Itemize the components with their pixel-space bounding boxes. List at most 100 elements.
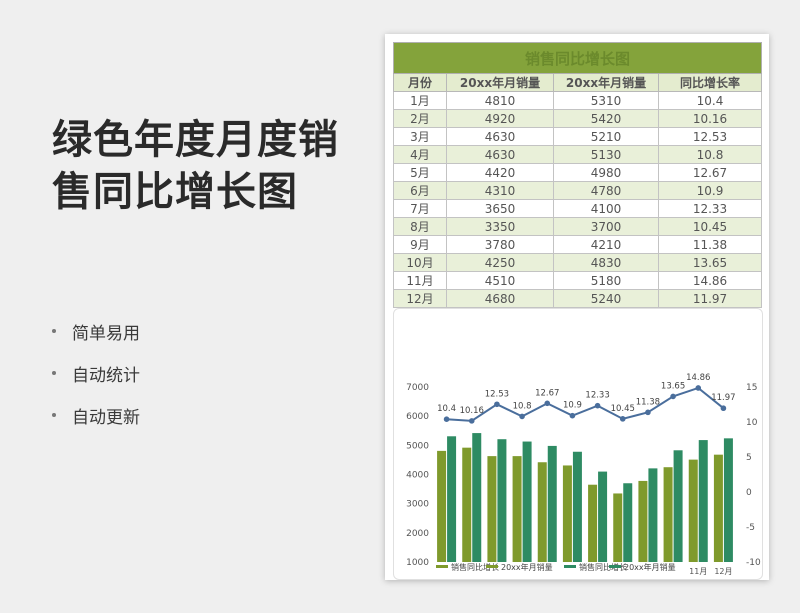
bar-sales-curr [472, 433, 482, 562]
bar-sales-curr [598, 471, 608, 562]
y-right-tick-label: -5 [746, 523, 755, 533]
bullet-dot-icon [52, 371, 56, 375]
bullet-dot-icon [52, 329, 56, 333]
legend-label: 20xx年月销量 [501, 562, 553, 572]
cell-sales-curr: 5130 [553, 145, 659, 164]
legend-label: 销售同比增长 [451, 562, 499, 572]
bar-sales-prev [437, 450, 447, 562]
table-row: 9月 3780 4210 11.38 [393, 235, 762, 254]
growth-rate-data-label: 10.4 [437, 404, 456, 414]
growth-rate-point [720, 405, 727, 412]
cell-sales-prev: 4250 [446, 253, 554, 272]
y-left-tick-label: 6000 [406, 412, 429, 422]
cell-month: 10月 [393, 253, 447, 272]
cell-month: 2月 [393, 109, 447, 128]
cell-growth-rate: 11.38 [658, 235, 762, 254]
table-row: 11月 4510 5180 14.86 [393, 271, 762, 290]
legend-label: 销售同比增长 [579, 562, 627, 572]
cell-sales-prev: 4310 [446, 181, 554, 200]
y-left-tick-label: 7000 [406, 383, 429, 393]
legend-swatch [609, 565, 621, 568]
cell-growth-rate: 10.45 [658, 217, 762, 236]
cell-sales-prev: 4920 [446, 109, 554, 128]
table-row: 4月 4630 5130 10.8 [393, 145, 762, 164]
chart-container: 1000 2000 3000 4000 5000 6000 7000 -10 -5 0 5 10 15 1… [393, 308, 763, 580]
bar-sales-curr [447, 436, 457, 562]
table-row: 7月 3650 4100 12.33 [393, 199, 762, 218]
cell-sales-prev: 4680 [446, 289, 554, 308]
cell-sales-curr: 4210 [553, 235, 659, 254]
sales-table: 销售同比增长图 月份 20xx年月销量 20xx年月销量 同比增长率 1月 481… [393, 42, 762, 308]
cell-growth-rate: 10.9 [658, 181, 762, 200]
table-row: 12月 4680 5240 11.97 [393, 289, 762, 308]
cell-growth-rate: 13.65 [658, 253, 762, 272]
column-header-month: 月份 [393, 73, 447, 92]
y-left-tick-label: 2000 [406, 529, 429, 539]
growth-rate-point [544, 400, 551, 407]
bar-sales-prev [713, 454, 723, 562]
cell-sales-prev: 3780 [446, 235, 554, 254]
cell-sales-curr: 5420 [553, 109, 659, 128]
bar-sales-curr [547, 445, 557, 562]
cell-month: 5月 [393, 163, 447, 182]
growth-rate-point [468, 418, 475, 424]
page-title-line-2: 售同比增长图 [52, 169, 298, 215]
cell-sales-curr: 5180 [553, 271, 659, 290]
growth-rate-data-label: 11.38 [636, 397, 660, 407]
cell-sales-curr: 3700 [553, 217, 659, 236]
cell-month: 9月 [393, 235, 447, 254]
y-right-tick-label: 10 [746, 418, 758, 428]
y-right-tick-label: 15 [746, 383, 757, 393]
cell-growth-rate: 11.97 [658, 289, 762, 308]
column-header-sales-curr: 20xx年月销量 [553, 73, 659, 92]
combo-chart: 1000 2000 3000 4000 5000 6000 7000 -10 -5 0 5 10 15 1… [406, 373, 761, 576]
cell-sales-curr: 4980 [553, 163, 659, 182]
x-tick-label: 12月 [714, 567, 732, 576]
cell-sales-curr: 5310 [553, 91, 659, 110]
cell-sales-curr: 5210 [553, 127, 659, 146]
cell-growth-rate: 12.53 [658, 127, 762, 146]
growth-rate-data-label: 11.97 [711, 393, 735, 403]
feature-item: 简单易用 [52, 310, 140, 352]
feature-item: 自动更新 [52, 394, 140, 436]
feature-list: 简单易用 自动统计 自动更新 [52, 310, 140, 436]
feature-label: 自动更新 [72, 407, 140, 428]
growth-rate-point [695, 385, 702, 391]
cell-month: 8月 [393, 217, 447, 236]
growth-rate-point [594, 402, 601, 409]
bar-sales-prev [663, 467, 673, 562]
table-row: 10月 4250 4830 13.65 [393, 253, 762, 272]
feature-label: 自动统计 [72, 365, 140, 386]
cell-month: 12月 [393, 289, 447, 308]
table-row: 5月 4420 4980 12.67 [393, 163, 762, 182]
bar-sales-curr [648, 468, 658, 562]
column-header-sales-prev: 20xx年月销量 [446, 73, 554, 92]
cell-month: 1月 [393, 91, 447, 110]
table-row: 8月 3350 3700 10.45 [393, 217, 762, 236]
cell-month: 3月 [393, 127, 447, 146]
legend-swatch [486, 565, 498, 568]
y-left-tick-label: 3000 [406, 500, 429, 510]
growth-rate-data-label: 12.53 [485, 389, 509, 399]
bar-sales-prev [512, 456, 522, 562]
cell-growth-rate: 14.86 [658, 271, 762, 290]
cell-sales-prev: 3350 [446, 217, 554, 236]
growth-rate-point [443, 416, 450, 422]
bar-sales-prev [613, 493, 623, 562]
table-row: 6月 4310 4780 10.9 [393, 181, 762, 200]
spreadsheet-preview: 销售同比增长图 月份 20xx年月销量 20xx年月销量 同比增长率 1月 481… [385, 34, 769, 580]
growth-rate-data-label: 10.8 [513, 401, 532, 411]
cell-growth-rate: 10.16 [658, 109, 762, 128]
growth-rate-line [446, 386, 725, 422]
bar-sales-curr [673, 450, 683, 562]
bar-sales-prev [688, 459, 698, 562]
legend-swatch [436, 565, 448, 568]
bar-sales-prev [562, 465, 572, 562]
y-left-tick-label: 5000 [406, 441, 429, 451]
legend-label: 20xx年月销量 [624, 562, 676, 572]
cell-sales-curr: 4780 [553, 181, 659, 200]
cell-growth-rate: 10.4 [658, 91, 762, 110]
cell-sales-curr: 5240 [553, 289, 659, 308]
bar-sales-curr [572, 451, 582, 562]
y-left-tick-label: 4000 [406, 471, 429, 481]
